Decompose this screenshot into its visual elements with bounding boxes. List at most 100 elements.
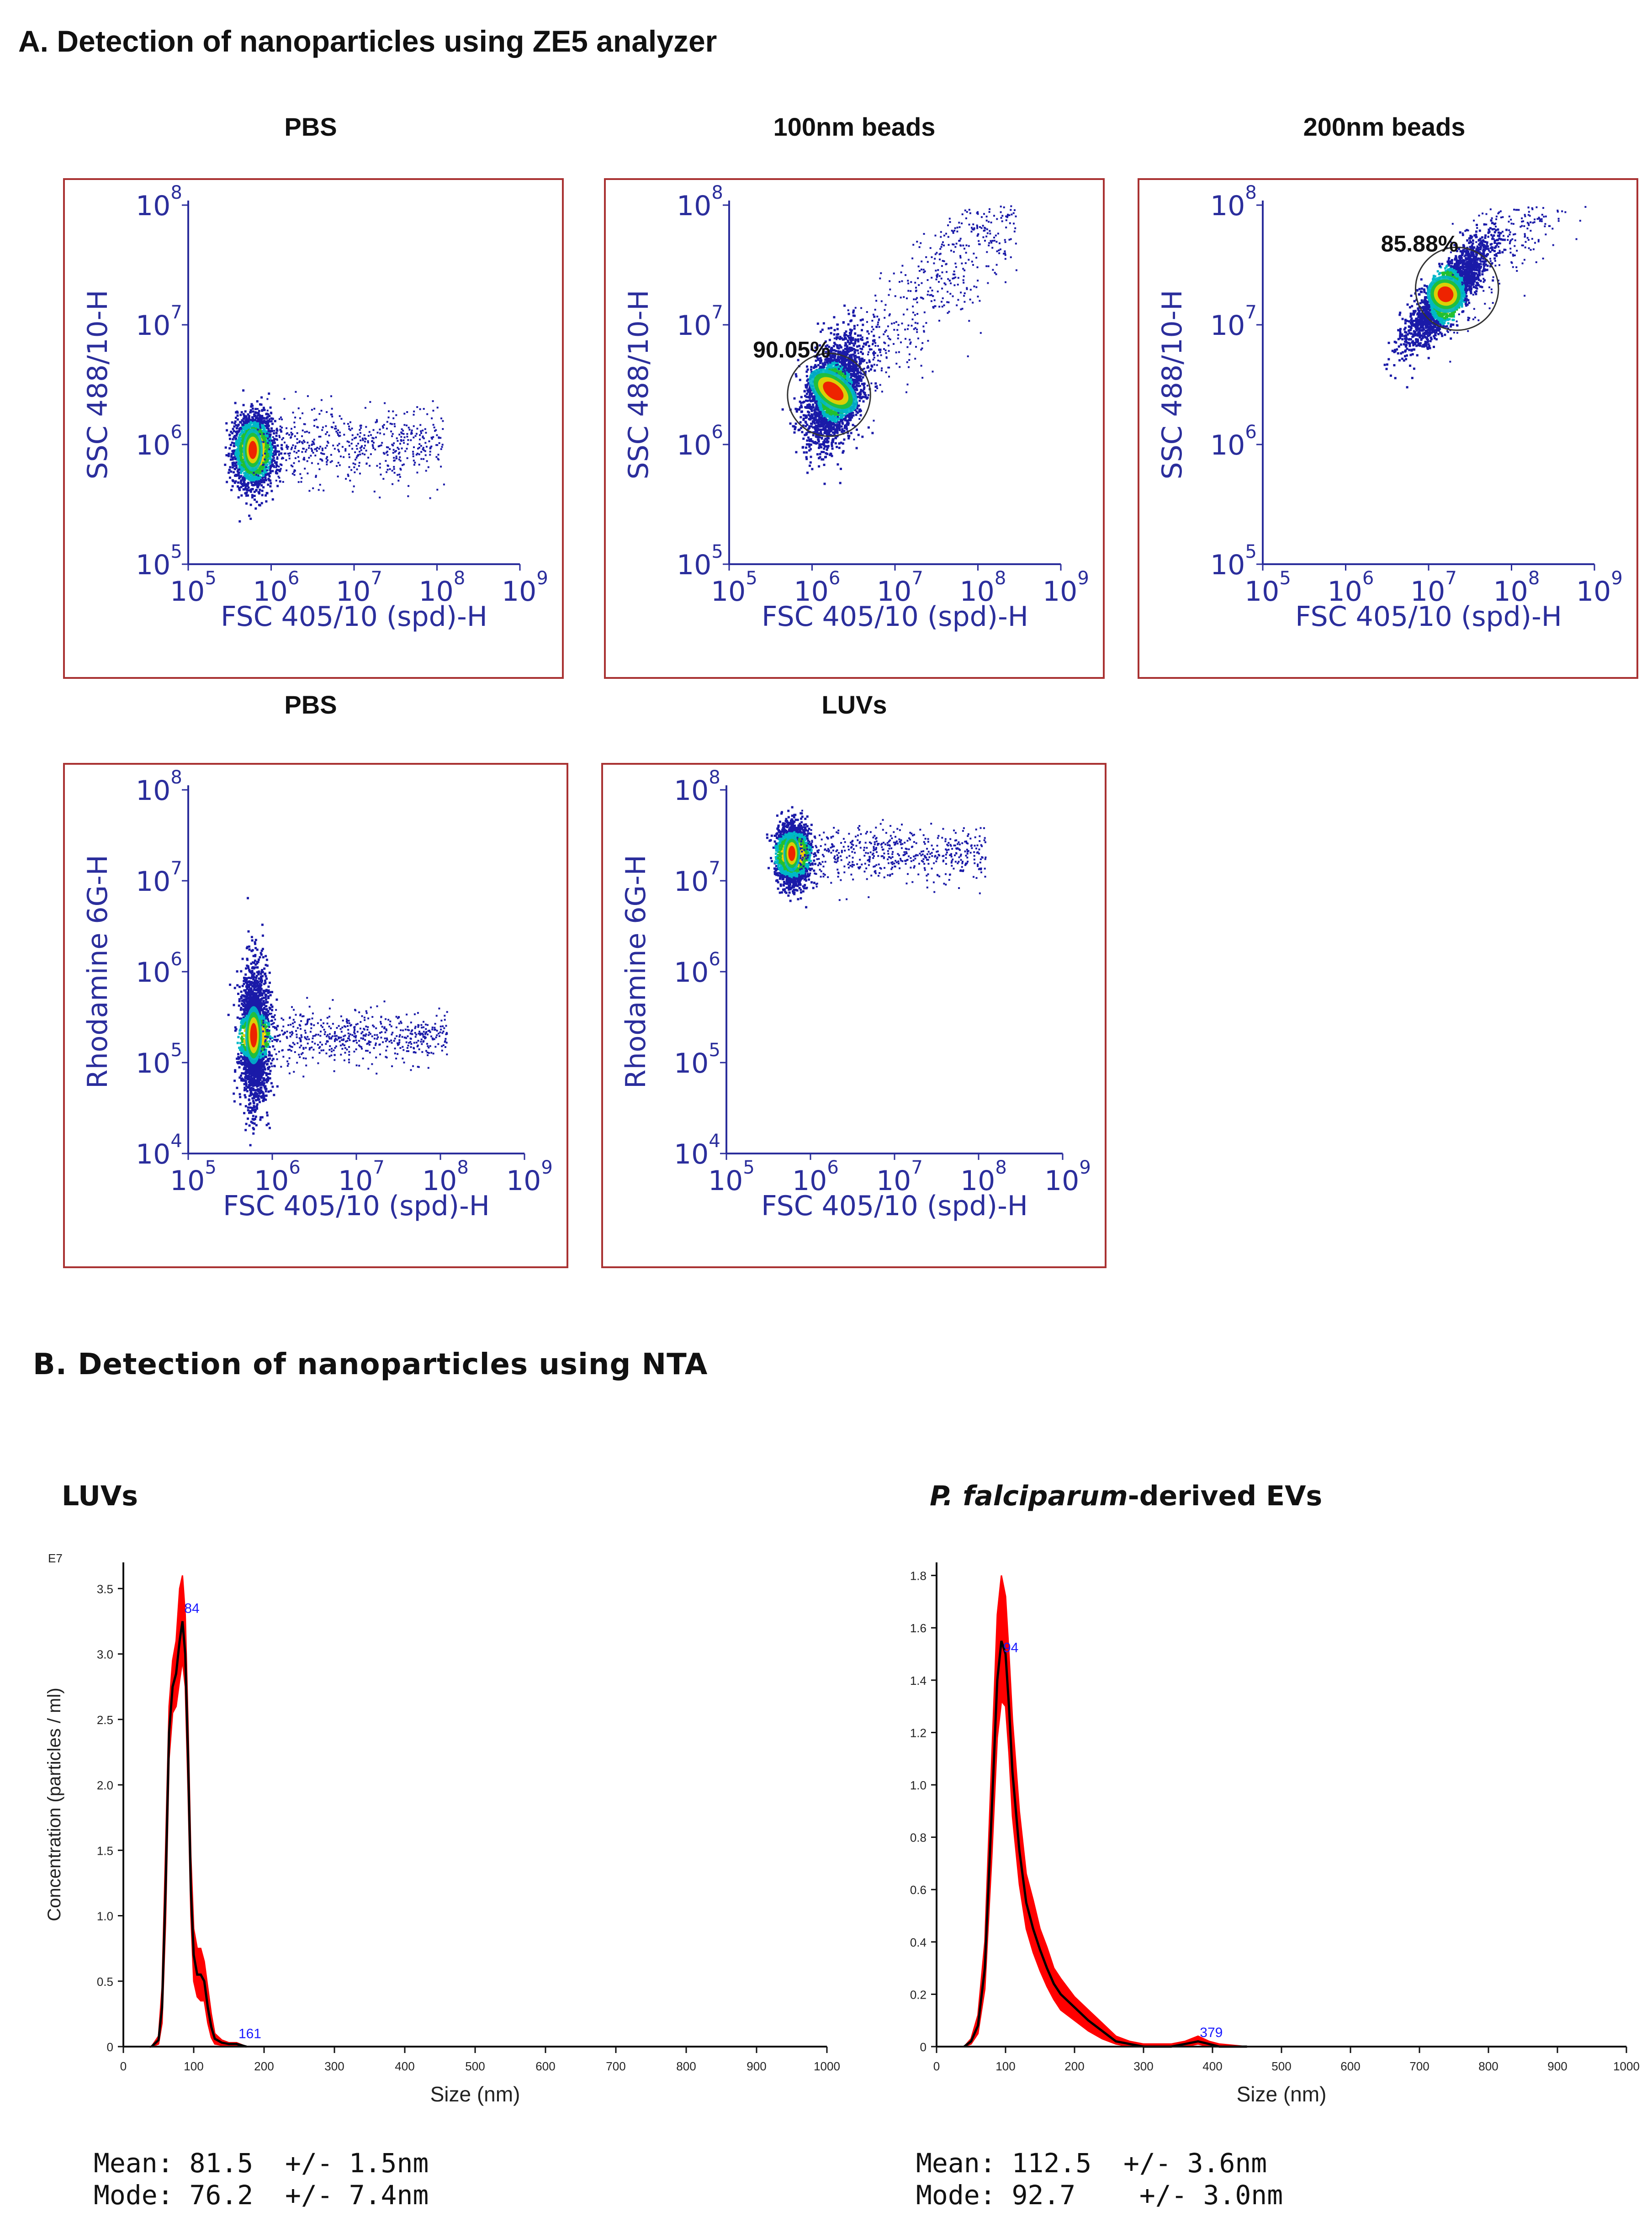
scatter-point xyxy=(228,471,230,474)
scatter-point xyxy=(845,354,848,357)
scatter-point xyxy=(311,409,313,411)
scatter-point xyxy=(242,460,244,463)
scatter-point xyxy=(235,431,238,433)
scatter-point xyxy=(262,442,265,445)
scatter-point xyxy=(359,450,360,453)
scatter-point xyxy=(397,448,400,450)
scatter-point xyxy=(237,423,240,426)
scatter-point xyxy=(850,413,852,415)
scatter-point xyxy=(357,434,359,436)
scatter-point xyxy=(228,455,230,457)
scatter-point xyxy=(814,427,816,430)
scatter-point xyxy=(829,428,831,431)
scatter-point xyxy=(819,360,821,362)
scatter-point xyxy=(818,446,820,449)
scatter-point xyxy=(247,489,249,492)
scatter-point xyxy=(294,457,297,459)
scatter-point xyxy=(810,409,813,412)
scatter-point xyxy=(271,463,274,466)
scatter-point xyxy=(261,409,264,412)
scatter-point xyxy=(240,451,243,454)
scatter-point xyxy=(238,477,241,480)
scatter-point xyxy=(871,365,874,368)
scatter-point xyxy=(258,417,260,420)
scatter-point xyxy=(269,461,272,464)
scatter-point xyxy=(271,429,274,432)
scatter-point xyxy=(413,413,415,416)
scatter-point xyxy=(802,446,805,449)
scatter-point xyxy=(303,459,306,461)
scatter-point xyxy=(272,446,275,449)
scatter-point xyxy=(242,464,245,467)
scatter-point xyxy=(354,463,356,466)
scatter-point xyxy=(240,456,243,459)
scatter-point xyxy=(834,361,836,364)
scatter-point xyxy=(816,453,819,455)
scatter-point xyxy=(396,457,398,460)
scatter-point xyxy=(301,477,303,479)
scatter-point xyxy=(809,465,811,467)
scatter-point xyxy=(265,492,268,494)
scatter-point xyxy=(251,483,254,486)
scatter-point xyxy=(280,468,282,470)
scatter-point xyxy=(851,378,853,381)
scatter-point xyxy=(832,366,835,369)
scatter-point xyxy=(866,337,868,340)
scatter-point xyxy=(316,426,318,428)
fc4-title: PBS xyxy=(284,690,337,719)
scatter-point xyxy=(404,450,407,452)
scatter-point xyxy=(800,406,803,408)
scatter-point xyxy=(268,478,270,481)
scatter-point xyxy=(270,413,273,414)
scatter-point xyxy=(229,458,232,461)
scatter-point xyxy=(257,427,260,429)
scatter-point xyxy=(245,502,248,505)
scatter-point xyxy=(236,433,238,435)
scatter-point xyxy=(385,451,387,454)
scatter-point xyxy=(256,412,259,414)
scatter-point xyxy=(252,418,254,420)
scatter-point xyxy=(808,411,810,414)
scatter-point xyxy=(437,454,439,456)
scatter-point xyxy=(829,430,831,433)
scatter-point xyxy=(863,393,866,395)
scatter-point xyxy=(233,471,235,474)
scatter-point xyxy=(386,446,388,448)
scatter-point xyxy=(440,466,442,468)
scatter-point xyxy=(321,447,323,450)
scatter-point xyxy=(231,450,234,452)
scatter-point xyxy=(242,413,245,416)
scatter-point xyxy=(260,462,263,465)
scatter-point xyxy=(312,440,314,443)
scatter-point xyxy=(313,407,316,410)
scatter-point xyxy=(401,447,403,450)
scatter-point xyxy=(233,436,235,439)
scatter-point xyxy=(334,448,336,450)
scatter-point xyxy=(296,432,298,434)
scatter-point xyxy=(812,426,815,429)
scatter-point xyxy=(337,449,339,451)
scatter-point xyxy=(849,374,852,376)
scatter-point xyxy=(369,401,371,403)
scatter-point xyxy=(401,428,403,430)
scatter-point xyxy=(228,469,231,471)
scatter-point xyxy=(243,422,245,424)
scatter-point xyxy=(827,427,830,429)
scatter-point xyxy=(416,452,418,455)
scatter-point xyxy=(343,456,345,458)
scatter-point xyxy=(261,422,264,424)
scatter-point xyxy=(266,466,269,469)
scatter-point xyxy=(337,444,339,447)
scatter-point xyxy=(265,434,268,437)
scatter-point xyxy=(430,445,433,448)
scatter-point xyxy=(805,370,808,373)
scatter-point xyxy=(429,497,431,499)
scatter-point xyxy=(240,479,243,482)
scatter-point xyxy=(252,425,254,428)
scatter-point xyxy=(348,444,350,447)
scatter-point xyxy=(308,490,311,492)
scatter-point xyxy=(274,420,276,423)
scatter-point xyxy=(854,349,857,351)
scatter-point xyxy=(291,433,294,435)
